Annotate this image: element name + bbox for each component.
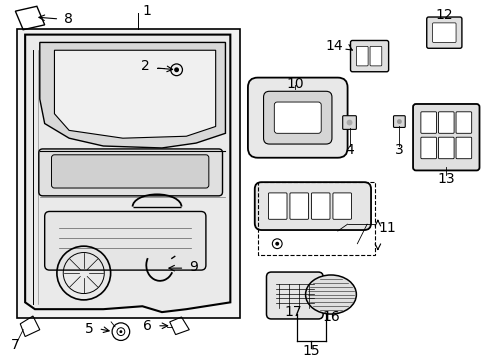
Ellipse shape (305, 275, 356, 314)
Circle shape (396, 119, 401, 124)
Text: 4: 4 (345, 143, 353, 157)
Text: 9: 9 (189, 260, 198, 274)
FancyBboxPatch shape (266, 272, 323, 319)
FancyBboxPatch shape (438, 112, 453, 133)
FancyBboxPatch shape (420, 137, 436, 159)
Text: 12: 12 (435, 8, 452, 22)
FancyBboxPatch shape (263, 91, 331, 144)
FancyBboxPatch shape (311, 193, 329, 219)
Text: 5: 5 (84, 322, 93, 336)
FancyBboxPatch shape (39, 149, 222, 196)
FancyBboxPatch shape (426, 17, 461, 48)
Text: 16: 16 (322, 310, 339, 324)
Text: 10: 10 (285, 77, 303, 91)
Circle shape (174, 67, 179, 72)
Polygon shape (54, 50, 215, 138)
Text: 17: 17 (284, 305, 301, 319)
Text: 6: 6 (143, 319, 152, 333)
Text: 3: 3 (394, 143, 403, 157)
Text: 13: 13 (437, 172, 454, 186)
Polygon shape (40, 42, 225, 148)
FancyBboxPatch shape (268, 193, 286, 219)
Text: 1: 1 (142, 4, 151, 18)
FancyBboxPatch shape (420, 112, 436, 133)
Text: 14: 14 (325, 39, 342, 53)
FancyBboxPatch shape (393, 116, 405, 127)
FancyBboxPatch shape (350, 40, 388, 72)
Text: 8: 8 (64, 12, 73, 26)
FancyBboxPatch shape (412, 104, 479, 170)
FancyBboxPatch shape (455, 137, 471, 159)
Text: 7: 7 (11, 338, 20, 352)
FancyBboxPatch shape (247, 78, 347, 158)
FancyBboxPatch shape (51, 155, 208, 188)
FancyBboxPatch shape (356, 46, 367, 66)
FancyBboxPatch shape (332, 193, 351, 219)
FancyBboxPatch shape (369, 46, 381, 66)
FancyBboxPatch shape (44, 211, 205, 270)
FancyBboxPatch shape (289, 193, 308, 219)
Text: 11: 11 (378, 221, 396, 235)
FancyBboxPatch shape (342, 116, 356, 129)
FancyBboxPatch shape (254, 182, 370, 230)
Circle shape (119, 330, 122, 333)
Circle shape (346, 120, 352, 126)
Text: 2: 2 (141, 59, 150, 73)
Polygon shape (25, 35, 230, 312)
FancyBboxPatch shape (438, 137, 453, 159)
FancyBboxPatch shape (432, 23, 455, 42)
FancyBboxPatch shape (274, 102, 321, 133)
FancyBboxPatch shape (455, 112, 471, 133)
Circle shape (275, 242, 279, 246)
Bar (257, 182, 374, 256)
Bar (17, 29, 240, 318)
Text: 15: 15 (302, 344, 320, 358)
